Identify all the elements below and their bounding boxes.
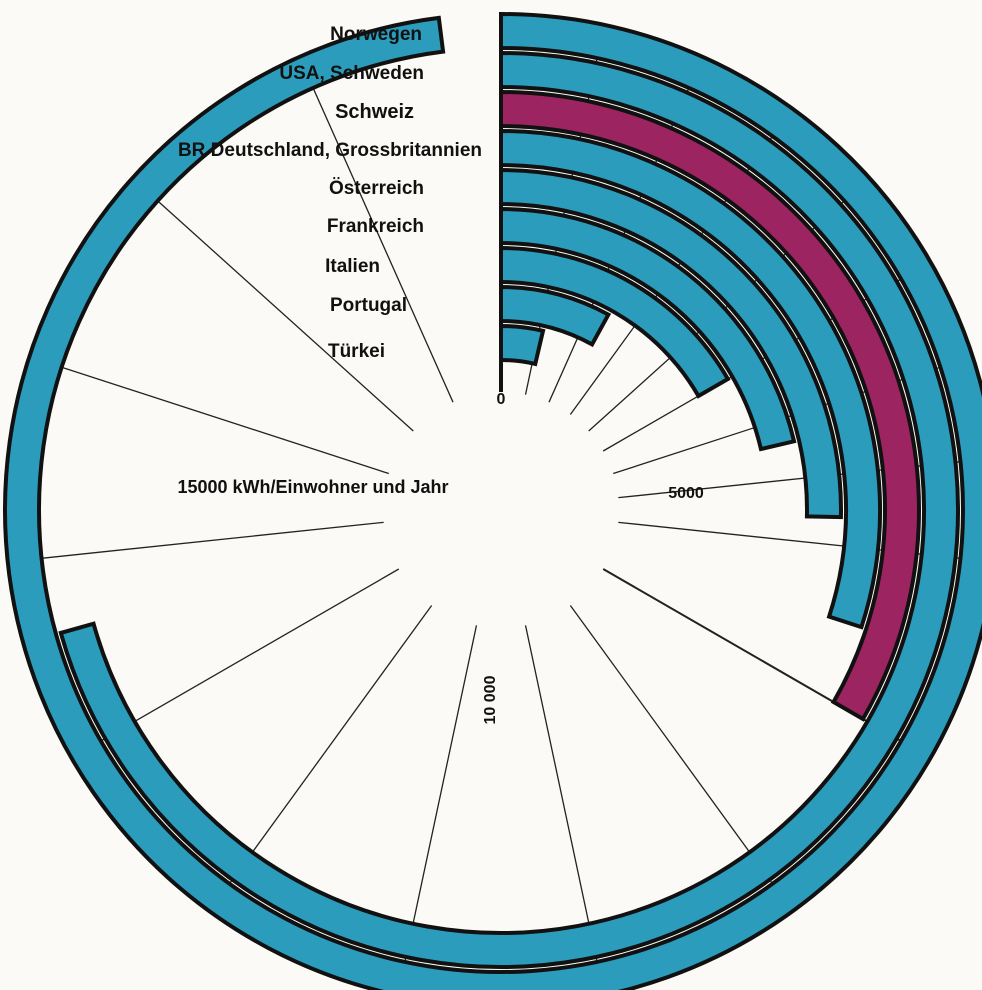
- grid-spoke: [228, 605, 433, 885]
- bar-usa-schweden: [58, 50, 960, 969]
- category-label-usa-schweden: USA, Schweden: [279, 63, 424, 84]
- grid-spoke: [404, 625, 478, 963]
- tick-label-5000: 5000: [668, 485, 704, 502]
- bar-italien: [499, 245, 731, 399]
- grid-spoke: [157, 200, 414, 432]
- tick-label-10000: 10 000: [482, 675, 499, 724]
- axis-max-label: 15000 kWh/Einwohner und Jahr: [177, 477, 448, 497]
- category-label-österreich: Österreich: [329, 178, 424, 199]
- grid-spoke: [61, 366, 389, 475]
- category-label-schweiz: Schweiz: [335, 101, 414, 123]
- category-label-frankreich: Frankreich: [327, 216, 424, 237]
- bars: [3, 11, 982, 990]
- category-label-br-deutschland-grossbritannien: BR Deutschland, Grossbritannien: [178, 140, 482, 161]
- bar-frankreich: [499, 206, 797, 452]
- category-label-italien: Italien: [325, 256, 380, 277]
- grid-spoke: [312, 87, 454, 403]
- grid-spoke: [524, 625, 598, 963]
- bar-br-deutschland-grossbritannien: [499, 128, 882, 630]
- grid-spoke: [569, 605, 774, 885]
- category-label-norwegen: Norwegen: [330, 24, 422, 45]
- category-label-portugal: Portugal: [330, 295, 407, 316]
- bar-norwegen: [3, 11, 982, 990]
- bar-türkei: [499, 323, 546, 367]
- tick-label-0: 0: [497, 391, 506, 408]
- bar-portugal: [499, 284, 612, 348]
- bar-schweiz: [499, 89, 921, 722]
- category-labels: Norwegen USA, Schweden Schweiz BR Deutschla…: [178, 24, 482, 362]
- grid-spoke: [41, 521, 384, 559]
- bar-österreich: [499, 167, 843, 520]
- category-label-türkei: Türkei: [328, 341, 385, 362]
- grid-spoke: [100, 568, 400, 742]
